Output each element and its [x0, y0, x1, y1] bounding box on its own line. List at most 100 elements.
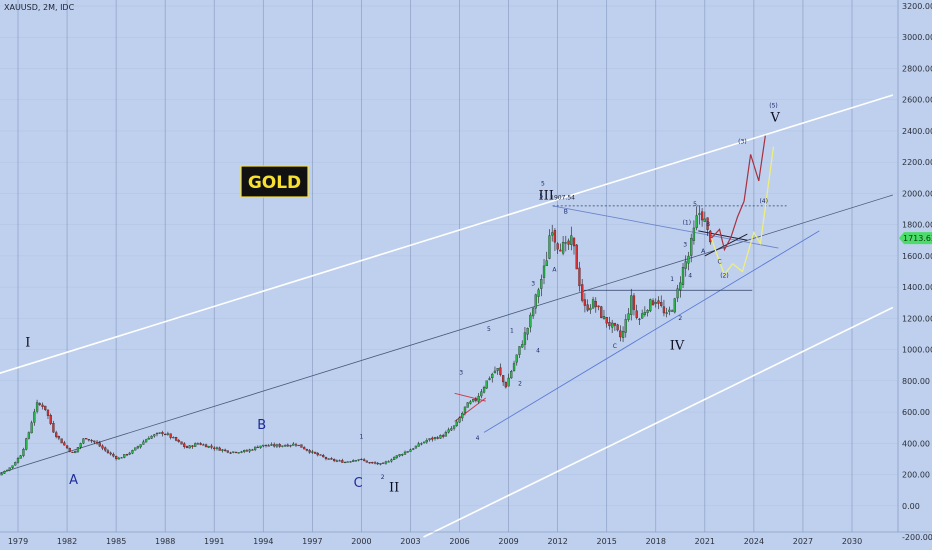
candle-up: [591, 299, 595, 309]
candle-down: [294, 444, 298, 446]
wave-label: A: [69, 473, 78, 488]
candle-down: [41, 404, 44, 407]
candle-down: [125, 454, 129, 456]
candle-up: [16, 458, 20, 463]
projection-paths: [710, 135, 775, 276]
candle-up: [425, 439, 428, 443]
wave-label: 5: [487, 326, 491, 333]
candle-down: [300, 444, 303, 448]
time-tick-label: 1985: [106, 537, 126, 546]
candle-down: [112, 453, 115, 457]
time-tick-label: 1997: [302, 537, 322, 546]
candle-up: [136, 446, 140, 449]
wave-label: V: [769, 111, 780, 126]
candle-down: [109, 452, 112, 455]
price-tick-label: 800.00: [902, 377, 930, 386]
candle-up: [461, 412, 464, 419]
time-tick-label: 1994: [253, 537, 273, 546]
price-axis[interactable]: 3200.00 3000.00 2800.00 2600.00 2400.00 2200.…: [902, 2, 932, 542]
candle-up: [542, 265, 546, 278]
candle-down: [161, 432, 164, 435]
candle-down: [322, 455, 325, 458]
candle-down: [52, 423, 55, 433]
price-tick-label: 1800.00: [902, 221, 932, 230]
price-tick-label: 3200.00: [902, 2, 932, 11]
candle-up: [627, 313, 630, 320]
candle-down: [174, 436, 178, 441]
candle-down: [229, 452, 232, 454]
time-tick-label: 2000: [351, 537, 371, 546]
candle-up: [128, 452, 131, 455]
candle-down: [502, 375, 505, 383]
candle-down: [191, 445, 194, 447]
candle-up: [248, 449, 251, 452]
candle-up: [403, 451, 407, 455]
wave-label: (5): [769, 103, 778, 110]
candle-up: [253, 446, 257, 450]
candle-down: [338, 460, 341, 462]
candle-down: [218, 447, 221, 451]
last-price-tag-bg: [899, 232, 932, 245]
candle-down: [98, 442, 101, 447]
candle-down: [600, 306, 603, 318]
candle-down: [474, 398, 478, 401]
candle-up: [194, 443, 197, 447]
candle-up: [292, 443, 295, 446]
candle-down: [267, 445, 270, 447]
candle-up: [275, 444, 279, 447]
candle-up: [466, 402, 469, 408]
candle-up: [548, 235, 551, 259]
candle-up: [621, 330, 625, 338]
candle-up: [673, 298, 676, 313]
candle-up: [384, 461, 388, 464]
candle-up: [531, 308, 535, 317]
candle-up: [155, 433, 159, 435]
candle-down: [657, 300, 660, 304]
candle-up: [289, 445, 292, 447]
candle-down: [706, 217, 709, 230]
candle-down: [333, 459, 336, 461]
candle-up: [76, 447, 80, 452]
drawn-lines: [0, 94, 894, 538]
wave-label: A: [552, 267, 557, 274]
time-axis[interactable]: 1979 1982 1985 1988 1991 1994 1997 2000 2003 2006…: [8, 537, 862, 546]
candle-up: [534, 294, 537, 309]
candle-up: [561, 242, 565, 254]
time-tick-label: 2024: [744, 537, 764, 546]
candle-up: [262, 444, 265, 447]
candle-up: [447, 429, 450, 433]
candle-down: [286, 444, 289, 447]
candle-up: [33, 411, 36, 423]
candle-up: [153, 434, 156, 437]
candle-up: [649, 299, 652, 312]
gold-badge-text: GOLD: [248, 173, 301, 193]
red-triangle-top: [454, 392, 486, 402]
candle-down: [49, 415, 52, 424]
candle-up: [259, 445, 262, 448]
candle-down: [504, 382, 507, 388]
candle-up: [695, 215, 698, 228]
wave-label: A: [701, 248, 706, 255]
candle-up: [327, 458, 330, 460]
candle-down: [251, 449, 254, 451]
last-price-tag: 1713.62: [899, 232, 932, 245]
candle-up: [687, 255, 690, 264]
candle-up: [144, 439, 148, 443]
candle-up: [387, 461, 390, 463]
candle-up: [395, 455, 398, 458]
candle-up: [493, 370, 497, 374]
candle-up: [646, 310, 649, 313]
candle-down: [651, 300, 655, 306]
candle-down: [305, 448, 309, 451]
candle-up: [496, 368, 499, 371]
time-tick-label: 2003: [400, 537, 420, 546]
candle-up: [624, 319, 627, 333]
wave-label: 5: [541, 181, 545, 188]
wave-label: 1: [510, 327, 514, 334]
candle-down: [180, 441, 183, 445]
candle-up: [668, 309, 671, 312]
candle-up: [11, 465, 14, 468]
candle-up: [409, 449, 412, 452]
